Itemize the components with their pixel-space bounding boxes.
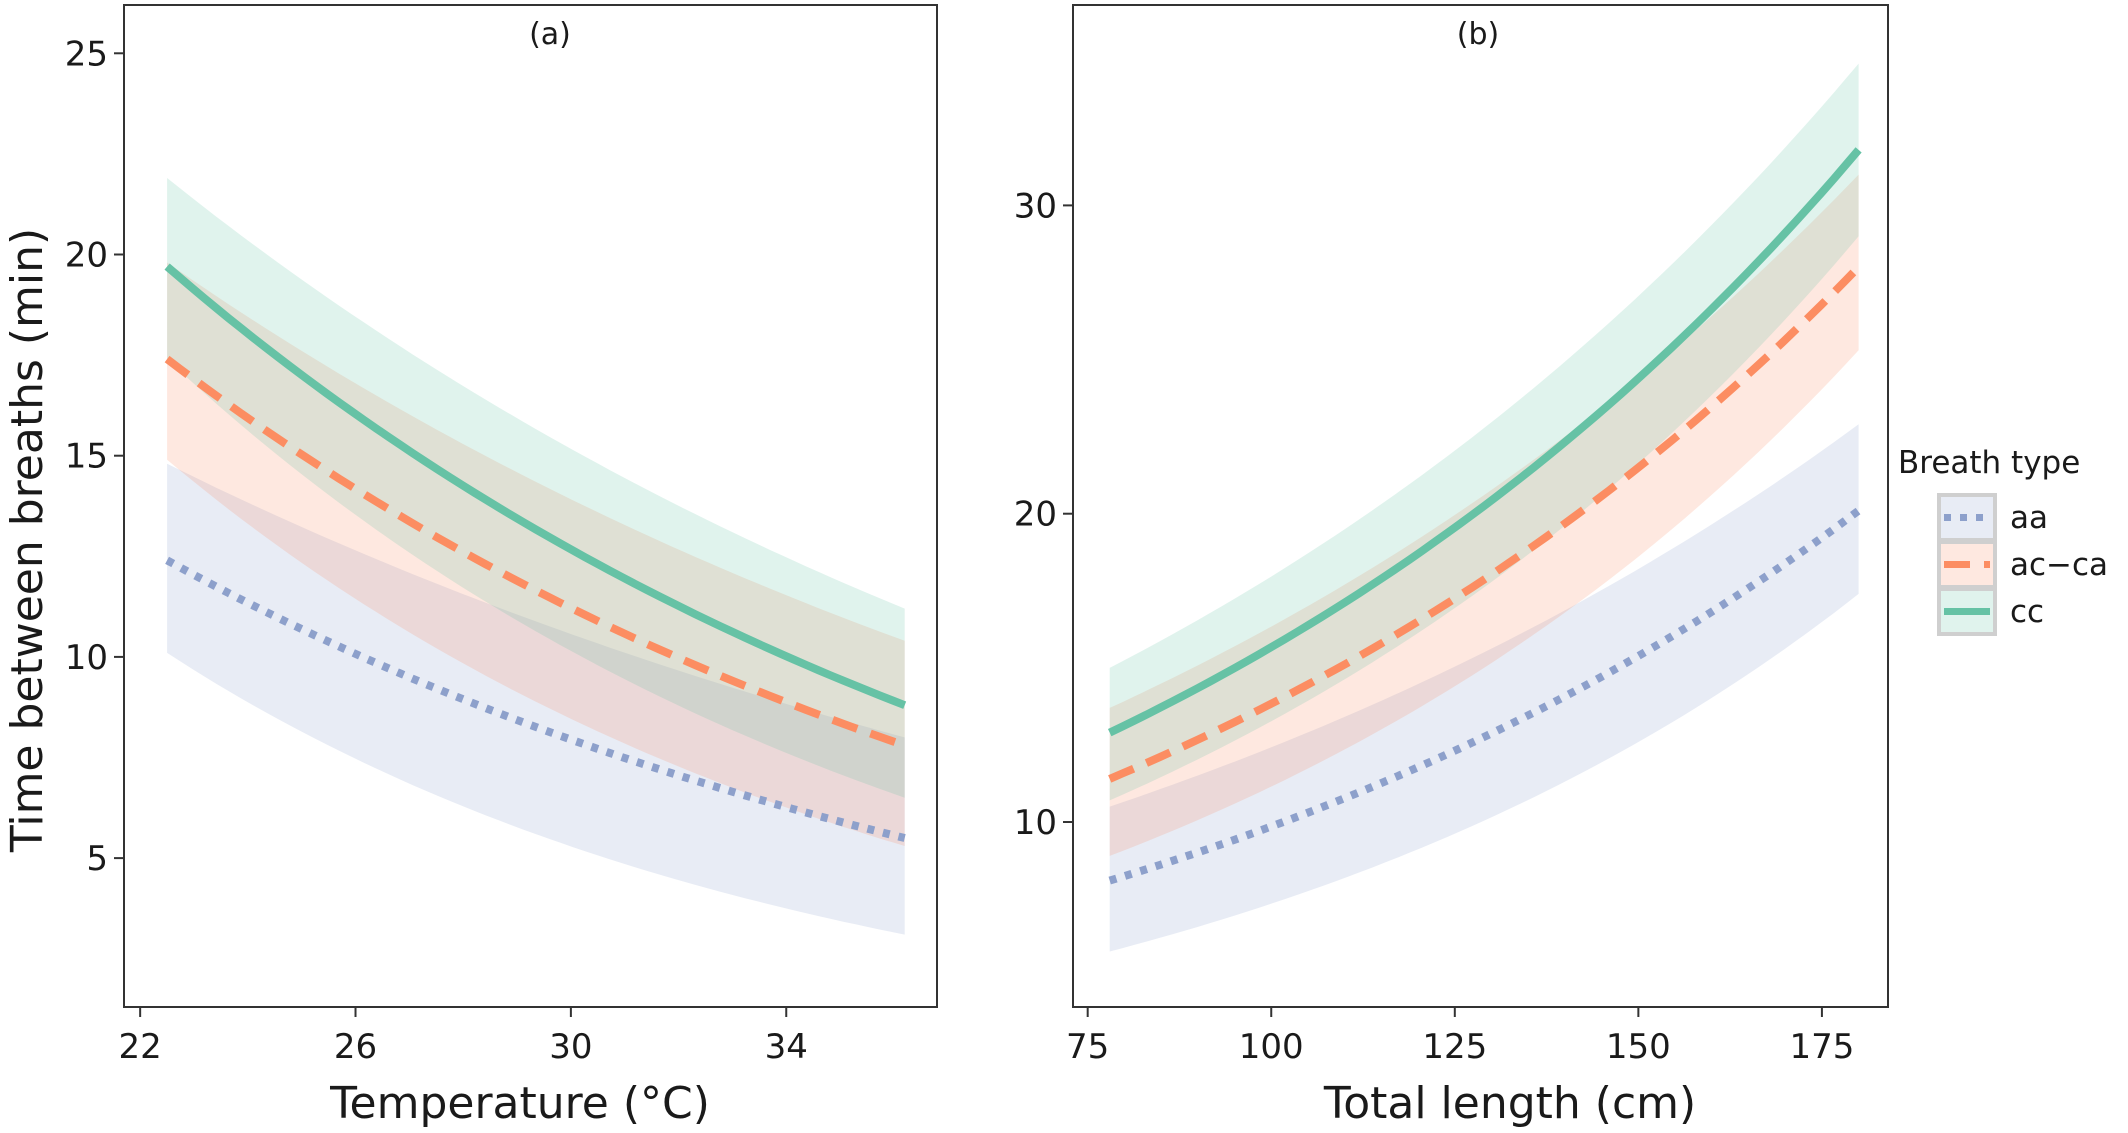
x-ticks-a: 22 26 30 34 [119,1007,808,1067]
x-tick-label: 30 [549,1027,592,1067]
ci-band-a-aa [167,463,905,935]
panel-b-label: (b) [1457,17,1499,52]
y-tick-label: 30 [1014,186,1057,226]
fit-lines-a [164,263,907,842]
x-ticks-b: 75 100 125 150 175 [1066,1007,1854,1067]
confidence-bands-a [167,178,905,935]
ci-band-a-cc [167,178,905,798]
fit-line-a-aa [165,556,906,842]
fit-line-a-cc [164,263,907,709]
legend-label: ac−ca [2010,547,2108,583]
fit-line-b-cc [1107,147,1862,737]
legend-item: aa [1937,493,2048,542]
x-axis-title-b: Total length (cm) [1323,1078,1696,1129]
y-tick-label: 10 [1014,803,1057,843]
legend: Breath type aa ac−ca cc [1898,445,2108,636]
y-axis-title: Time between breaths (min) [2,228,53,853]
x-tick-label: 150 [1606,1027,1671,1067]
y-tick-label: 20 [1014,495,1057,535]
x-axis-title-a: Temperature (°C) [329,1078,710,1129]
panel-a: (a) 22 26 30 34 5 10 15 20 25 Temperature (°C) [65,4,938,1129]
fit-line-b-aa [1108,507,1861,885]
legend-item: ac−ca [1937,540,2108,589]
x-tick-label: 22 [119,1027,162,1067]
panel-a-border [123,4,938,1008]
legend-label: cc [2010,594,2044,630]
y-tick-label: 15 [65,437,108,477]
x-tick-label: 125 [1422,1027,1487,1067]
y-tick-label: 10 [65,638,108,678]
y-tick-label: 25 [65,34,108,74]
fit-line-b-acca [1108,264,1862,783]
y-ticks-b: 10 20 30 [1014,186,1073,843]
fit-line-a-acca [164,355,906,750]
ci-band-b-acca [1109,174,1859,856]
panel-b-border [1072,4,1889,1008]
x-tick-label: 100 [1239,1027,1304,1067]
x-tick-label: 175 [1789,1027,1854,1067]
x-tick-label: 26 [334,1027,377,1067]
y-ticks-a: 5 10 15 20 25 [65,34,124,879]
x-tick-label: 34 [765,1027,808,1067]
fit-lines-b [1107,147,1862,885]
x-tick-label: 75 [1066,1027,1109,1067]
legend-item: cc [1937,587,2044,636]
panel-a-label: (a) [529,17,571,52]
legend-label: aa [2010,500,2048,536]
y-tick-label: 5 [86,839,108,879]
y-tick-label: 20 [65,235,108,275]
legend-title: Breath type [1898,445,2080,481]
ci-band-b-cc [1109,63,1859,801]
panel-b: (b) 75 100 125 150 175 10 20 30 Total length (… [1014,4,1889,1129]
